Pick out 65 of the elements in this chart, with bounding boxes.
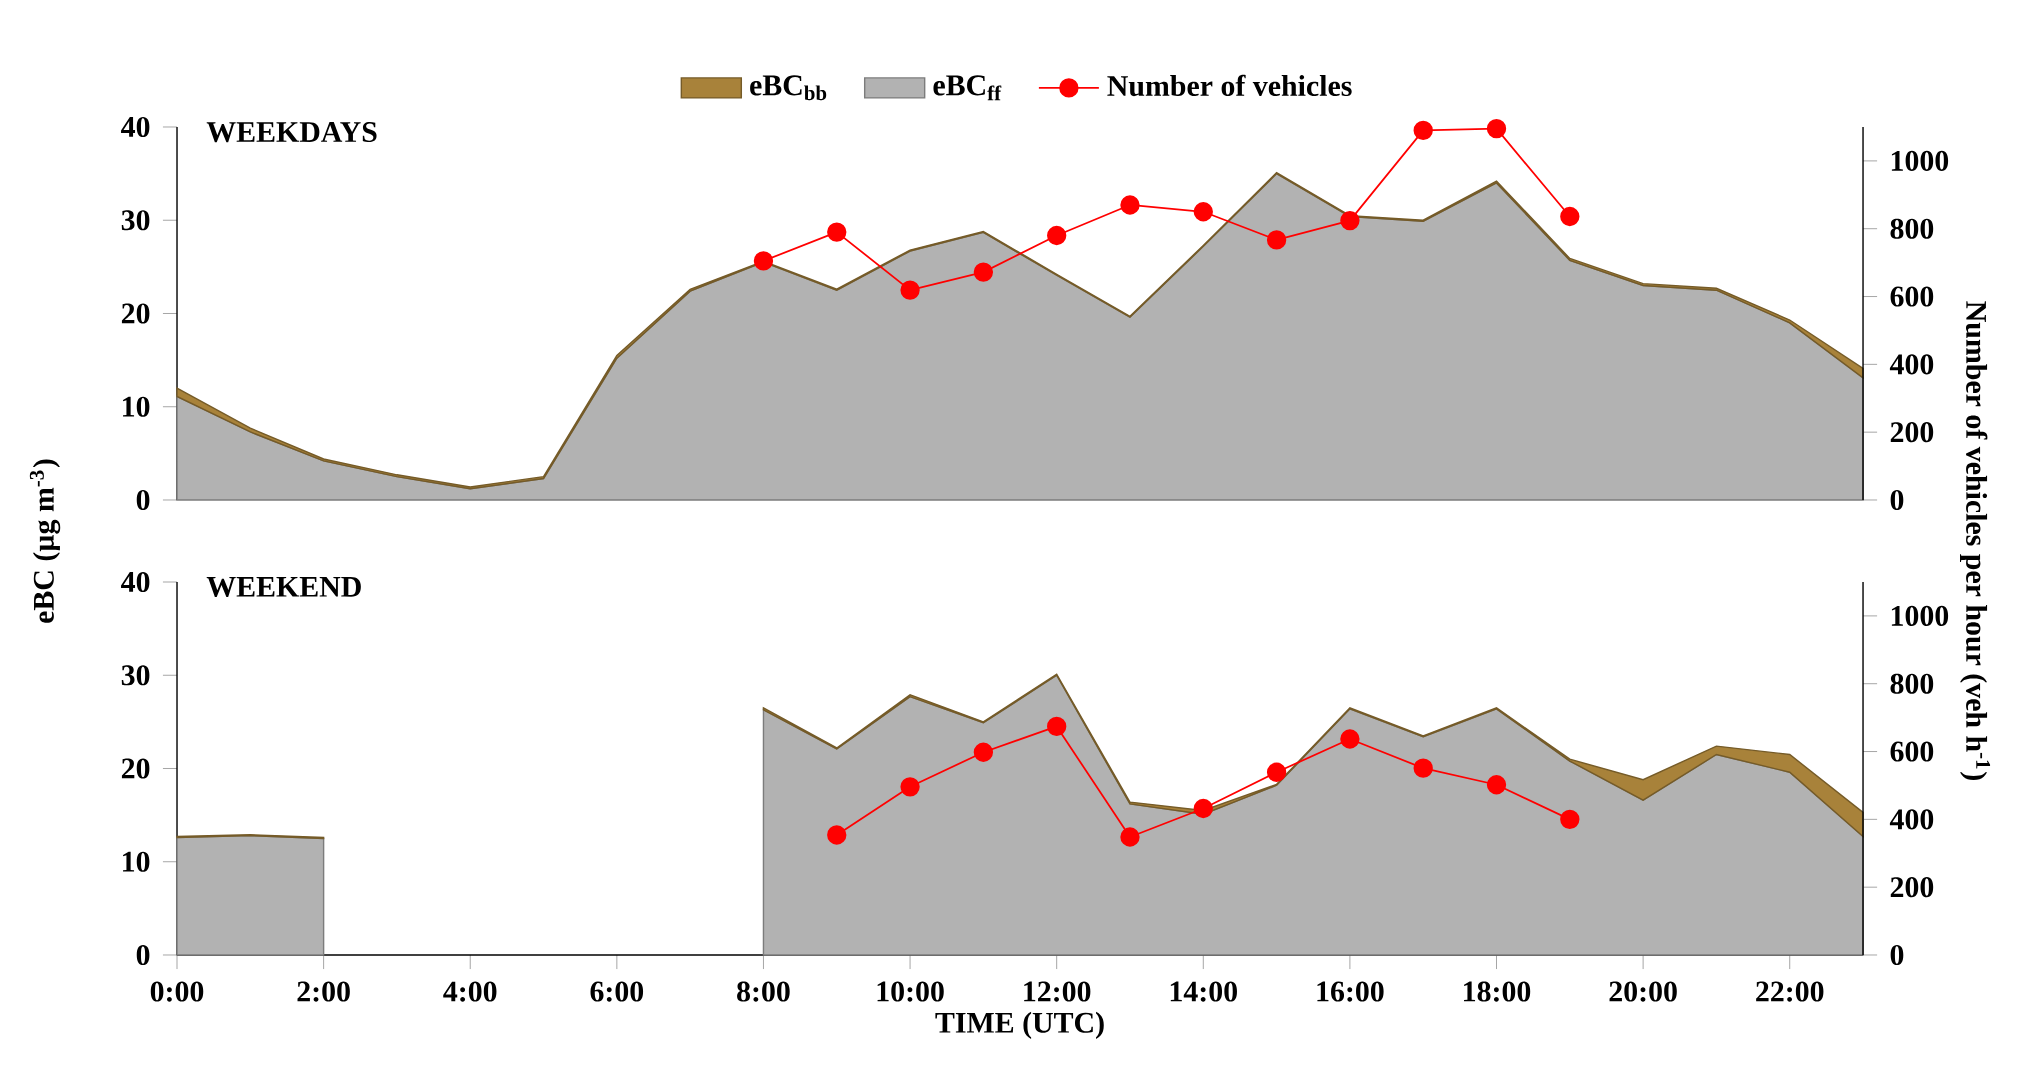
point xyxy=(1413,758,1433,778)
point xyxy=(1193,798,1213,819)
x-tick-label: 4:00 xyxy=(443,981,497,1002)
point xyxy=(1560,206,1580,227)
x-tick-label: 20:00 xyxy=(1609,981,1677,1002)
point xyxy=(753,251,774,271)
x-tick-label: 16:00 xyxy=(1317,981,1384,1002)
y-axis-title: eBC (µg m$^{-3}$) xyxy=(29,459,61,623)
y2-tick-label: 800 xyxy=(1890,218,1934,239)
point xyxy=(1486,119,1507,139)
point xyxy=(900,280,920,300)
y-tick-label: 0 xyxy=(136,944,150,966)
y-tick-label: 30 xyxy=(121,210,150,231)
point xyxy=(1120,827,1140,847)
point xyxy=(1340,729,1360,749)
y2-tick-label: 1000 xyxy=(1891,605,1949,626)
point xyxy=(1047,716,1067,737)
point xyxy=(1486,775,1507,795)
point xyxy=(1413,120,1433,141)
point xyxy=(1120,195,1140,215)
x-tick-label: 10:00 xyxy=(877,981,944,1002)
y-tick-label: 40 xyxy=(121,116,150,138)
chart-title: WEEKEND xyxy=(206,577,361,598)
y-tick-label: 20 xyxy=(121,758,150,779)
point xyxy=(973,262,994,282)
y-tick-label: 20 xyxy=(121,303,150,324)
y-tick-label: 40 xyxy=(121,571,150,593)
y2-tick-label: 600 xyxy=(1890,741,1934,762)
x-tick-label: 14:00 xyxy=(1170,981,1237,1002)
x-tick-label: 12:00 xyxy=(1024,981,1091,1002)
point xyxy=(973,742,994,762)
y2-tick-label: 1000 xyxy=(1891,150,1949,171)
y2-axis-title: Number of vehicles per hour (veh h$^{-1}$) xyxy=(1960,301,1991,780)
y2-tick-label: 800 xyxy=(1890,673,1934,694)
chart-title: WEEKDAYS xyxy=(206,122,377,143)
point xyxy=(827,825,847,845)
x-tick-label: 2:00 xyxy=(297,981,350,1002)
point xyxy=(900,777,920,797)
y-tick-label: 30 xyxy=(121,665,150,686)
y2-tick-label: 0 xyxy=(1890,489,1904,511)
legend-label: eBC$_{bb}$ xyxy=(750,75,827,101)
y2-tick-label: 400 xyxy=(1889,354,1934,375)
legend-label: Number of vehicles xyxy=(1107,74,1352,97)
point xyxy=(1266,230,1287,250)
y2-tick-label: 200 xyxy=(1890,422,1934,443)
point xyxy=(1266,762,1287,782)
x-tick-label: 6:00 xyxy=(590,981,644,1002)
y2-tick-label: 200 xyxy=(1890,877,1934,898)
x-axis-title: TIME (UTC) xyxy=(935,1011,1104,1039)
point xyxy=(827,222,847,242)
point xyxy=(1193,202,1213,222)
y2-tick-label: 400 xyxy=(1889,809,1934,830)
point xyxy=(1340,210,1360,231)
y-tick-label: 10 xyxy=(123,396,150,417)
y2-tick-label: 0 xyxy=(1890,944,1904,966)
x-tick-label: 0:00 xyxy=(150,981,204,1002)
y-tick-label: 0 xyxy=(136,489,150,511)
x-tick-label: 18:00 xyxy=(1464,981,1531,1002)
legend-label: eBC$_{ff}$ xyxy=(933,75,1002,101)
point xyxy=(1560,809,1580,830)
y2-tick-label: 600 xyxy=(1890,286,1934,307)
x-tick-label: 8:00 xyxy=(737,981,790,1002)
x-tick-label: 22:00 xyxy=(1756,981,1824,1002)
point xyxy=(1047,225,1067,246)
y-tick-label: 10 xyxy=(123,851,150,872)
